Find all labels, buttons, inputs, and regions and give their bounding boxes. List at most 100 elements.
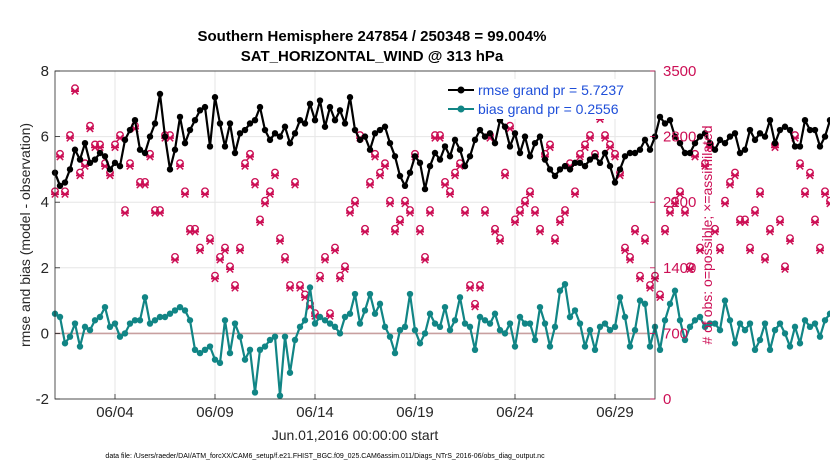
bias-point <box>166 310 174 317</box>
rmse-point <box>681 149 689 157</box>
rmse-point <box>181 139 189 147</box>
bias-point <box>346 310 354 317</box>
bias-point <box>626 343 634 350</box>
y-tick-label-left: -2 <box>36 391 49 408</box>
bias-point <box>761 320 769 327</box>
bias-point <box>706 320 714 327</box>
x-tick-label: 06/29 <box>596 404 634 421</box>
rmse-point <box>816 143 824 150</box>
bias-point <box>111 320 119 327</box>
obs-assimilated-point <box>681 209 689 217</box>
rmse-point <box>396 172 404 180</box>
bias-point <box>726 317 734 324</box>
bias-point <box>126 320 134 327</box>
rmse-point <box>416 159 424 167</box>
bias-point <box>291 336 299 344</box>
rmse-point <box>61 179 69 186</box>
rmse-point <box>266 136 274 144</box>
bias-point <box>186 317 194 324</box>
rmse-point <box>561 162 569 170</box>
obs-assimilated-point <box>666 209 674 217</box>
rmse-point <box>501 123 509 130</box>
bias-point <box>316 313 324 321</box>
y-tick-label-left: 8 <box>41 63 49 80</box>
bias-point <box>756 336 764 344</box>
rmse-point <box>456 146 464 153</box>
bias-point <box>311 320 319 327</box>
obs-assimilated-point <box>221 246 229 255</box>
rmse-point <box>541 156 549 163</box>
obs-assimilated-point <box>291 181 299 189</box>
rmse-point <box>106 166 114 173</box>
obs-assimilated-point <box>436 134 444 142</box>
obs-assimilated-point <box>781 265 789 274</box>
bias-point <box>191 346 199 353</box>
rmse-point <box>141 149 149 157</box>
bias-point <box>201 346 209 353</box>
rmse-point <box>696 133 704 140</box>
bias-point <box>56 313 64 321</box>
obs-assimilated-point <box>556 218 564 227</box>
bias-point <box>666 300 674 308</box>
obs-assimilated-point <box>746 246 754 255</box>
bias-point <box>171 307 179 314</box>
bias-point <box>326 320 334 327</box>
rmse-point <box>406 169 414 176</box>
bias-point <box>546 343 554 350</box>
obs-assimilated-point <box>406 209 414 217</box>
obs-assimilated-point <box>266 190 274 199</box>
rmse-point <box>731 130 739 137</box>
bias-point <box>481 317 489 324</box>
obs-assimilated-point <box>741 218 749 227</box>
obs-assimilated-point <box>421 256 429 264</box>
rmse-point <box>116 162 124 170</box>
rmse-point <box>536 133 544 140</box>
rmse-point <box>186 126 194 134</box>
rmse-point <box>296 117 304 124</box>
obs-assimilated-point <box>531 209 539 217</box>
rmse-point <box>431 149 439 157</box>
rmse-point <box>166 166 174 173</box>
bias-point <box>461 320 469 327</box>
legend-box <box>441 79 652 119</box>
bias-layer <box>51 281 830 399</box>
rmse-point <box>646 146 654 153</box>
bias-point <box>671 287 679 294</box>
bias-point <box>306 284 314 291</box>
rmse-point <box>251 117 259 124</box>
bias-point <box>601 320 609 327</box>
obs-assimilated-point <box>381 162 389 170</box>
bias-point <box>566 313 574 321</box>
legend: rmse grand pr = 5.7237 bias grand pr = 0… <box>441 79 652 119</box>
rmse-point <box>626 149 634 157</box>
bias-point <box>386 333 394 340</box>
bias-point <box>331 323 339 331</box>
rmse-point <box>586 156 594 163</box>
rmse-point <box>301 120 309 127</box>
rmse-point <box>771 139 779 147</box>
bias-point <box>436 323 444 331</box>
rmse-point <box>766 117 774 124</box>
bias-point <box>151 317 159 324</box>
obs-assimilated-point <box>271 171 279 180</box>
rmse-point <box>556 166 564 173</box>
y-tick-label-right: 3500 <box>663 63 696 80</box>
rmse-point <box>751 136 759 144</box>
rmse-point <box>221 143 229 150</box>
obs-assimilated-point <box>231 284 239 292</box>
rmse-point <box>291 130 299 137</box>
bias-point <box>796 340 804 347</box>
obs-assimilated-point <box>816 246 824 255</box>
bias-point <box>646 343 654 350</box>
obs-assimilated-point <box>451 171 459 180</box>
x-tick-label: 06/19 <box>396 404 434 421</box>
obs-assimilated-point <box>241 162 249 170</box>
bias-point <box>741 326 749 334</box>
rmse-point <box>196 107 204 114</box>
obs-assimilated-point <box>576 153 584 161</box>
bias-point <box>336 330 344 337</box>
bias-point <box>296 323 304 331</box>
rmse-point <box>471 136 479 144</box>
rmse-point <box>641 136 649 144</box>
rmse-point <box>701 130 709 137</box>
